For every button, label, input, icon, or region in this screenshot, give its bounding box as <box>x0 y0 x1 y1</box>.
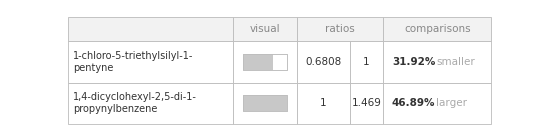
Bar <box>244 54 273 70</box>
Bar <box>297 83 349 124</box>
Bar <box>244 54 287 70</box>
Text: 1-chloro-5-triethylsilyl-1-
pentyne: 1-chloro-5-triethylsilyl-1- pentyne <box>73 51 194 73</box>
Text: 1: 1 <box>320 98 327 108</box>
Bar <box>68 41 233 83</box>
Text: larger: larger <box>436 98 467 108</box>
Bar <box>244 95 287 111</box>
Bar <box>383 17 491 41</box>
Bar <box>383 83 491 124</box>
Bar <box>297 17 383 41</box>
Bar <box>233 83 297 124</box>
Bar <box>244 95 287 111</box>
Bar <box>383 41 491 83</box>
Bar <box>68 17 233 41</box>
Text: comparisons: comparisons <box>404 24 471 34</box>
Text: smaller: smaller <box>436 57 475 67</box>
Text: visual: visual <box>250 24 280 34</box>
Text: 31.92%: 31.92% <box>392 57 435 67</box>
Text: 46.89%: 46.89% <box>392 98 435 108</box>
Bar <box>68 83 233 124</box>
Text: 1: 1 <box>363 57 370 67</box>
Bar <box>244 95 287 111</box>
Bar <box>297 41 349 83</box>
Bar <box>233 17 297 41</box>
Text: 1,4-dicyclohexyl-2,5-di-1-
propynylbenzene: 1,4-dicyclohexyl-2,5-di-1- propynylbenze… <box>73 92 197 114</box>
Bar <box>244 54 287 70</box>
Text: 0.6808: 0.6808 <box>305 57 341 67</box>
Bar <box>349 83 383 124</box>
Bar <box>233 41 297 83</box>
Text: 1.469: 1.469 <box>352 98 382 108</box>
Text: ratios: ratios <box>325 24 355 34</box>
Bar <box>349 41 383 83</box>
